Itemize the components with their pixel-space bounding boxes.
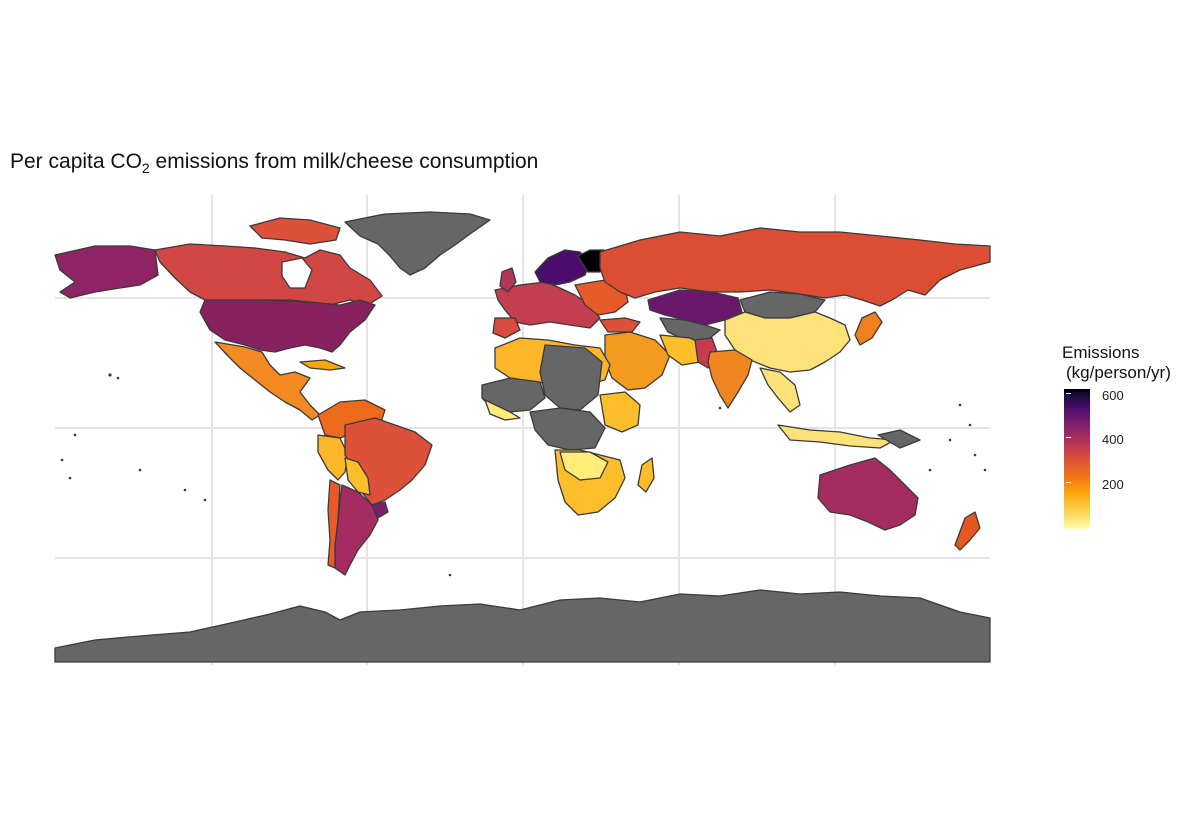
title-subscript: 2 (141, 160, 150, 177)
legend-title-line1: Emissions (1062, 343, 1140, 362)
legend-tickmark (1066, 482, 1071, 483)
hudson-bay (281, 257, 313, 289)
region-arctic-islands (249, 217, 341, 245)
region-middle-east (604, 331, 671, 391)
region-russia (599, 227, 991, 307)
region-usa (199, 299, 376, 353)
chart-title: Per capita CO2 emissions from milk/chees… (10, 150, 538, 176)
legend-tick-400: 400 (1102, 432, 1124, 447)
region-madagascar (637, 457, 655, 493)
region-mexico (214, 341, 321, 421)
color-legend: Emissions (kg/person/yr) 600 400 200 (1062, 343, 1192, 529)
legend-tickmark (1066, 437, 1071, 438)
region-new-guinea (877, 429, 921, 449)
legend-title-line2: (kg/person/yr) (1066, 363, 1171, 382)
region-uruguay (371, 501, 389, 519)
region-southern-africa-inner (559, 451, 609, 481)
legend-tickmark (1066, 393, 1071, 394)
region-chile (327, 479, 341, 569)
title-prefix: Per capita (10, 150, 105, 173)
region-east-africa (599, 391, 641, 433)
region-new-zealand (954, 511, 981, 551)
region-west-africa-coast (484, 399, 521, 421)
region-india (707, 349, 753, 409)
legend-tick-600: 600 (1102, 388, 1124, 403)
region-central-africa (529, 407, 606, 451)
title-molecule: CO2 (110, 150, 150, 177)
region-antarctica (54, 589, 991, 663)
legend-title: Emissions (kg/person/yr) (1062, 343, 1192, 383)
title-suffix: emissions from milk/cheese consumption (155, 150, 539, 173)
region-peru (317, 434, 349, 481)
region-indonesia (777, 424, 896, 449)
island-dots (60, 373, 987, 577)
region-australia (817, 457, 919, 531)
region-central-asia (659, 317, 721, 343)
legend-tick-200: 200 (1102, 477, 1124, 492)
region-iberia (492, 317, 521, 339)
region-bolivia (344, 457, 371, 496)
legend-colorbar (1064, 389, 1090, 529)
region-canada (154, 243, 383, 306)
region-sahel-no-data (539, 344, 603, 411)
region-cuba (299, 359, 346, 371)
region-southeast-asia (759, 367, 801, 413)
region-uk (499, 267, 517, 293)
region-turkey (599, 317, 641, 333)
region-japan (854, 311, 883, 346)
region-alaska (54, 245, 159, 299)
region-greenland (344, 211, 491, 276)
